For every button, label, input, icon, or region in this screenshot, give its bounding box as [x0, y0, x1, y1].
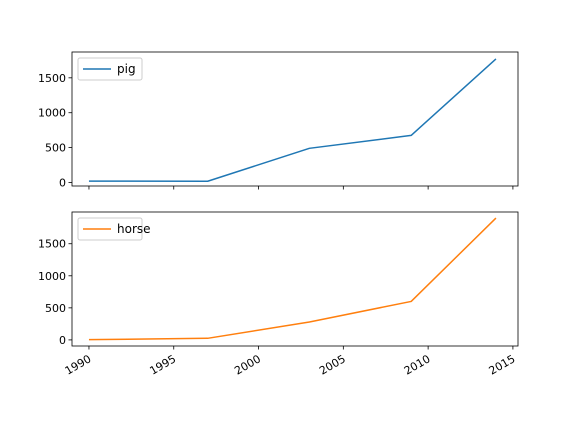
y-tick-label: 1000 — [38, 270, 66, 283]
subplot-pig: 0 500 1000 1500 pig — [38, 51, 519, 190]
x-tick-label: 2005 — [317, 352, 348, 377]
axes-frame — [71, 51, 519, 187]
x-tick-label: 2015 — [487, 352, 518, 377]
y-tick-label: 0 — [59, 177, 66, 190]
y-tick-label: 500 — [45, 142, 66, 155]
y-tick-label: 1500 — [38, 72, 66, 85]
legend-label-horse: horse — [117, 222, 151, 236]
x-tick-label: 1990 — [63, 352, 94, 377]
y-tick-label: 500 — [45, 302, 66, 315]
axes-frame — [71, 211, 519, 347]
x-tick-label: 2000 — [232, 352, 263, 377]
series-line-horse — [88, 217, 497, 341]
series-line-pig — [88, 58, 497, 182]
y-tick-label: 1000 — [38, 107, 66, 120]
legend-label-pig: pig — [117, 62, 136, 76]
subplot-horse: 0 500 1000 1500 1990 1995 2000 2005 2010 2015 hors… — [38, 211, 519, 378]
y-tick-label: 0 — [59, 334, 66, 347]
x-tick-label: 2010 — [402, 352, 433, 377]
y-tick-label: 1500 — [38, 238, 66, 251]
x-tick-label: 1995 — [148, 352, 179, 377]
